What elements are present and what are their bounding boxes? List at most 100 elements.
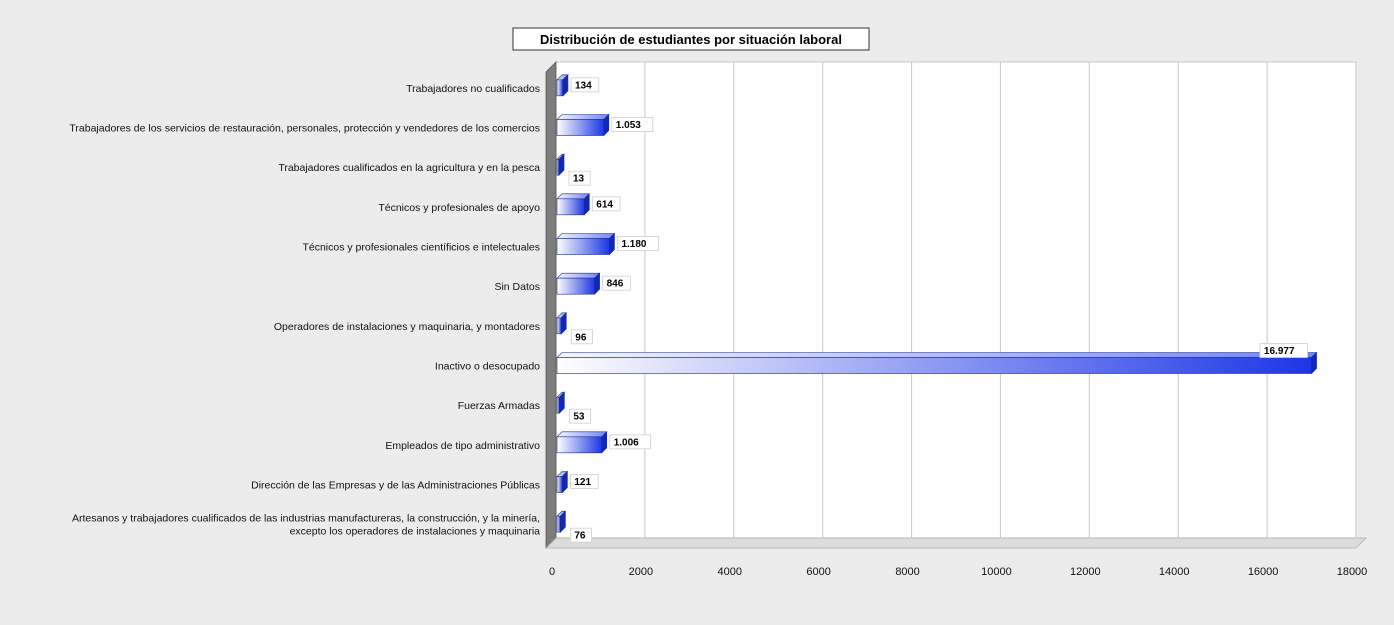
bar [556, 312, 567, 335]
value-labels: 134 1.053 13 614 1.180 846 96 16.977 53 1.006 121 7… [568, 77, 1308, 543]
value-label: 846 [602, 275, 631, 291]
bar [556, 470, 569, 494]
bar-front-face [556, 515, 561, 533]
bar [556, 431, 608, 454]
bar-side-face [603, 113, 610, 137]
value-label: 121 [569, 474, 599, 489]
bar-side-face [562, 74, 569, 97]
value-label: 13 [568, 170, 591, 186]
category-label: Inactivo o desocupado [435, 361, 540, 373]
bar [556, 510, 567, 533]
value-label-text: 846 [607, 279, 624, 290]
value-label: 1.180 [617, 236, 659, 251]
category-label: excepto los operadores de instalaciones … [290, 526, 541, 538]
x-tick-label: 12000 [1070, 566, 1101, 578]
value-label-text: 96 [575, 332, 587, 343]
bar-top-face [556, 233, 616, 239]
bar [556, 113, 610, 137]
value-label: 614 [591, 196, 621, 212]
value-label-box [568, 170, 591, 186]
x-tick-label: 0 [549, 566, 555, 578]
chart-title: Distribución de estudiantes por situació… [540, 32, 842, 47]
category-label: Trabajadores de los servicios de restaur… [69, 123, 540, 135]
value-label: 1.053 [611, 117, 654, 132]
value-label: 16.977 [1259, 343, 1308, 358]
bar-front-face [556, 277, 595, 295]
bar-top-face [556, 352, 1318, 358]
bar [556, 153, 565, 176]
bar [556, 272, 601, 295]
value-label-text: 13 [573, 174, 585, 185]
category-labels: Trabajadores no cualificados Trabajadores… [69, 83, 540, 538]
bar-side-face [558, 153, 565, 176]
value-label: 76 [569, 527, 592, 543]
bar-top-face [556, 193, 591, 200]
value-label-box [569, 474, 599, 489]
bar-top-face [556, 114, 610, 120]
category-label: Operadores de instalaciones y maquinaria… [274, 321, 540, 333]
value-label-box [611, 117, 654, 132]
x-tick-label: 8000 [895, 566, 919, 578]
category-label: Técnicos y profesionales científicios e … [302, 242, 540, 254]
value-label: 1.006 [609, 434, 652, 450]
plot-face [555, 61, 1357, 539]
bar-side-face [1311, 351, 1317, 375]
value-label-text: 16.977 [1264, 346, 1295, 357]
category-label: Fuerzas Armadas [458, 400, 540, 412]
value-label-text: 1.006 [614, 437, 639, 448]
bar-front-face [556, 476, 563, 493]
x-tick-label: 16000 [1248, 566, 1279, 578]
bar [556, 232, 616, 256]
bar-front-face [556, 119, 605, 136]
category-label: Dirección de las Empresas y de las Admin… [251, 480, 540, 492]
x-tick-label: 10000 [981, 566, 1012, 578]
category-label: Trabajadores cualificados en la agricult… [278, 162, 540, 174]
category-label: Artesanos y trabajadores cualificados de… [72, 513, 540, 525]
bar-side-face [562, 470, 568, 494]
value-label: 134 [570, 77, 600, 93]
bar-side-face [583, 193, 590, 216]
x-tick-label: 6000 [806, 566, 830, 578]
category-label: Sin Datos [494, 281, 540, 293]
chart-title-box: Distribución de estudiantes por situació… [512, 27, 870, 51]
bar-front-face [556, 396, 560, 414]
value-label-box [609, 434, 652, 450]
bar-side-face [594, 272, 600, 295]
bar-front-face [556, 79, 564, 97]
bar-side-face [560, 312, 567, 335]
category-label: Técnicos y profesionales de apoyo [378, 202, 540, 214]
value-label-box [1259, 343, 1308, 358]
value-label-box [570, 329, 593, 345]
value-label-text: 1.180 [621, 239, 646, 250]
chart-title-frame [512, 27, 870, 51]
bar-front-face [556, 198, 585, 216]
bar [556, 351, 1318, 375]
axis-floor [545, 537, 1367, 549]
bar-front-face [556, 317, 562, 335]
plot-area [545, 61, 1367, 549]
bars [556, 74, 1318, 533]
bar-side-face [560, 510, 566, 533]
value-label-box [617, 236, 659, 251]
value-label-text: 121 [574, 477, 591, 488]
bar-front-face [556, 357, 1312, 374]
value-label-text: 76 [574, 531, 586, 542]
bar-side-face [559, 391, 565, 414]
bar-side-face [601, 431, 608, 454]
x-tick-label: 18000 [1337, 566, 1368, 578]
category-label: Empleados de tipo administrativo [385, 440, 540, 452]
value-label-box [570, 77, 600, 93]
value-label: 96 [570, 329, 593, 345]
x-tick-label: 2000 [629, 566, 653, 578]
bar [556, 74, 569, 97]
bar-front-face [556, 436, 603, 454]
value-label: 53 [568, 408, 591, 424]
value-label-box [569, 527, 592, 543]
bar-side-face [609, 232, 615, 256]
bar [556, 391, 566, 414]
axis-wall [545, 61, 557, 549]
category-label: Trabajadores no cualificados [406, 83, 540, 95]
bar-front-face [556, 238, 610, 255]
